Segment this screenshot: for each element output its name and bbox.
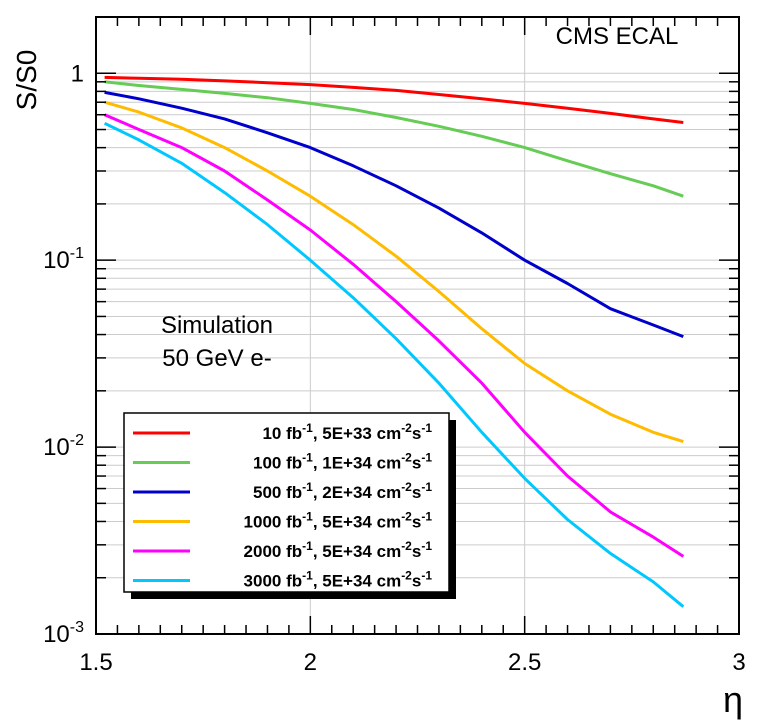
tick-labels: 1.5 2 2.5 3 1 10-1 10-2 10-3 (43, 60, 746, 676)
legend-label-4: 1000 fb-1, 5E+34 cm-2s-1 (244, 510, 433, 532)
series-group (103, 75, 685, 608)
series-line-2 (104, 80, 684, 198)
legend: 10 fb-1, 5E+33 cm-2s-1 100 fb-1, 1E+34 cm… (123, 412, 456, 599)
y-tick-label: 1 (71, 60, 84, 87)
annotation-cms-ecal: CMS ECAL (556, 23, 679, 50)
y-tick-label: 10-1 (43, 245, 84, 274)
legend-label-5: 2000 fb-1, 5E+34 cm-2s-1 (244, 539, 433, 561)
series-line-5 (104, 113, 685, 558)
x-tick-label: 1.5 (79, 649, 112, 676)
series-line-1 (104, 75, 684, 124)
y-tick-label: 10-2 (43, 432, 84, 461)
legend-label-2: 100 fb-1, 1E+34 cm-2s-1 (253, 451, 432, 473)
series-line-4 (104, 100, 684, 444)
series-line-3 (104, 90, 684, 338)
annotation-simulation: Simulation (161, 312, 273, 339)
y-tick-label: 10-3 (43, 619, 84, 648)
legend-label-6: 3000 fb-1, 5E+34 cm-2s-1 (244, 569, 433, 591)
xlabel: η (723, 679, 743, 720)
x-tick-label: 2.5 (508, 649, 541, 676)
legend-entries: 10 fb-1, 5E+33 cm-2s-1 100 fb-1, 1E+34 cm… (133, 421, 432, 591)
x-tick-label: 2 (304, 649, 317, 676)
annotation-beam: 50 GeV e- (162, 345, 271, 372)
ticks (95, 16, 740, 635)
legend-box (123, 412, 450, 593)
series-line-6 (103, 121, 685, 608)
legend-label-3: 500 fb-1, 2E+34 cm-2s-1 (253, 480, 432, 502)
ylabel: S/S0 (11, 50, 42, 111)
legend-label-1: 10 fb-1, 5E+33 cm-2s-1 (262, 421, 432, 443)
x-tick-label: 3 (732, 649, 745, 676)
